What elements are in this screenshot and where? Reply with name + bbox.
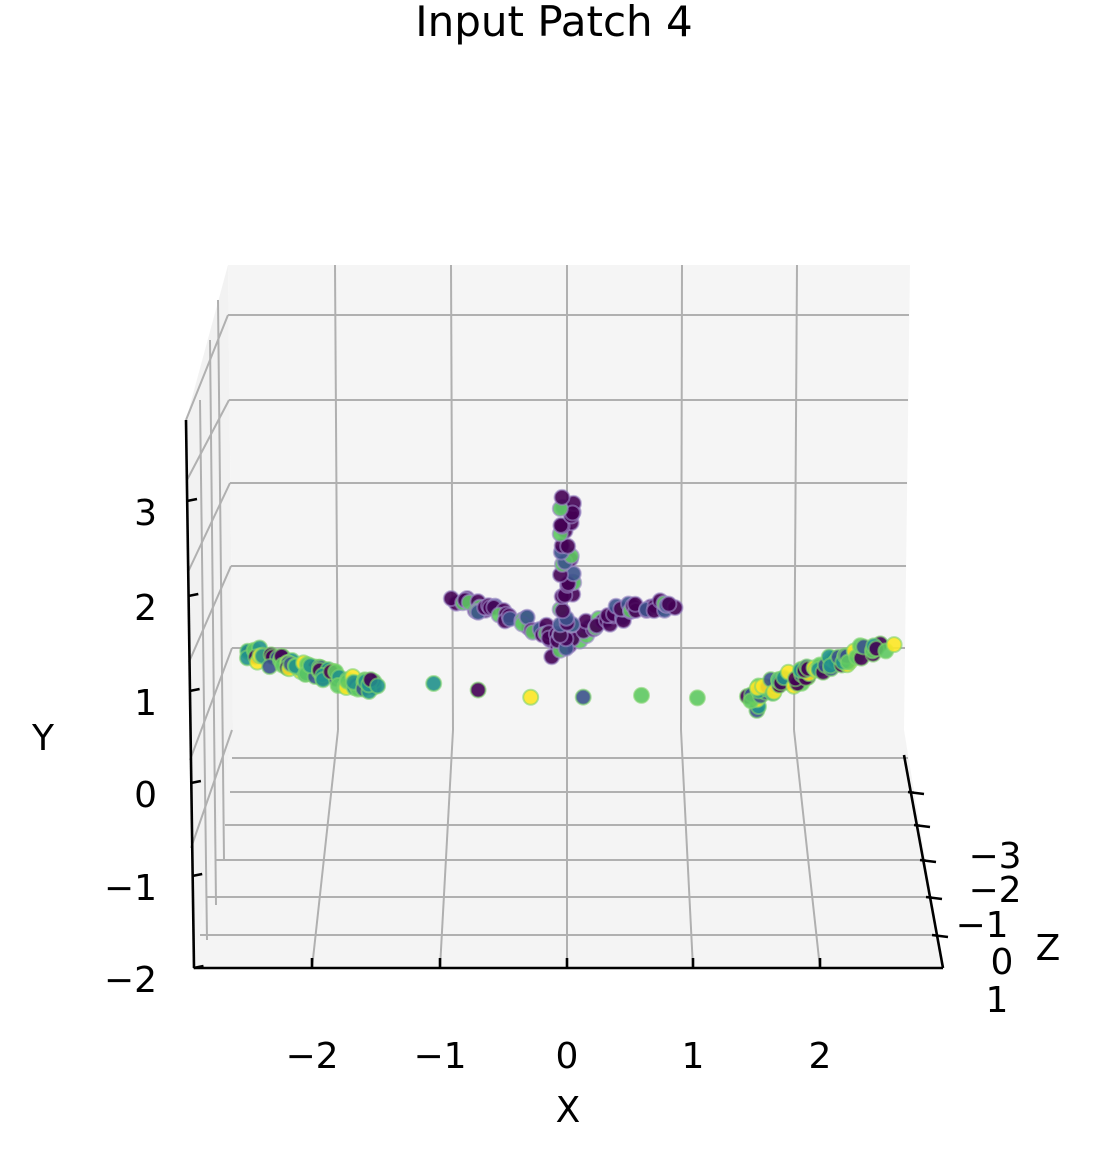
- scatter-point: [633, 686, 650, 704]
- z-tick-mark: [907, 790, 925, 796]
- z-tick-mark: [931, 933, 949, 939]
- z-ticks: −3−2−101: [907, 790, 1022, 1021]
- x-tick-label: −1: [413, 1036, 466, 1077]
- x-tick-label: 0: [556, 1036, 579, 1077]
- y-ticks: −2 −1 0 1 2 3: [104, 493, 204, 1001]
- z-tick-label: 1: [986, 980, 1009, 1021]
- scatter-point: [574, 688, 592, 706]
- x-tick-label: 2: [809, 1036, 832, 1077]
- z-tick-mark: [913, 823, 931, 829]
- y-tick-mark: [186, 497, 198, 503]
- scatter-point: [369, 677, 387, 695]
- scatter-points: [238, 488, 903, 719]
- scatter-point: [660, 595, 678, 613]
- z-tick-label: −3: [968, 836, 1021, 877]
- y-tick-label: −1: [104, 868, 157, 909]
- y-tick-label: 0: [134, 775, 157, 816]
- y-tick-label: −2: [104, 960, 157, 1001]
- y-tick-label: 1: [134, 683, 157, 724]
- scatter-point: [552, 516, 570, 534]
- scatter-point: [522, 688, 540, 706]
- floor-pane: [194, 730, 943, 968]
- y-axis-label: Y: [31, 718, 55, 759]
- y-tick-mark: [193, 964, 204, 970]
- scatter-point: [688, 689, 706, 707]
- y-tick-mark: [189, 687, 200, 693]
- x-axis-label: X: [556, 1090, 581, 1131]
- y-tick-mark: [188, 592, 199, 598]
- z-tick-mark: [919, 858, 937, 864]
- scatter-point: [554, 602, 572, 620]
- x-ticks: −2 −1 0 1 2: [285, 958, 831, 1077]
- z-axis-label: Z: [1036, 928, 1061, 969]
- scatter-point: [885, 636, 903, 654]
- scatter-point: [425, 675, 443, 692]
- z-tick-label: 0: [991, 942, 1014, 983]
- y-tick-label: 2: [134, 588, 157, 629]
- scatter-point: [469, 681, 487, 699]
- y-tick-mark: [190, 779, 202, 785]
- y-tick-mark: [191, 872, 203, 878]
- y-tick-label: 3: [134, 493, 157, 534]
- scatter-point: [553, 488, 571, 506]
- x-tick-label: 1: [682, 1036, 705, 1077]
- z-tick-mark: [925, 895, 943, 901]
- x-tick-label: −2: [285, 1036, 338, 1077]
- chart-title: Input Patch 4: [415, 0, 693, 46]
- z-tick-label: −2: [968, 870, 1021, 911]
- z-tick-label: −1: [955, 905, 1008, 946]
